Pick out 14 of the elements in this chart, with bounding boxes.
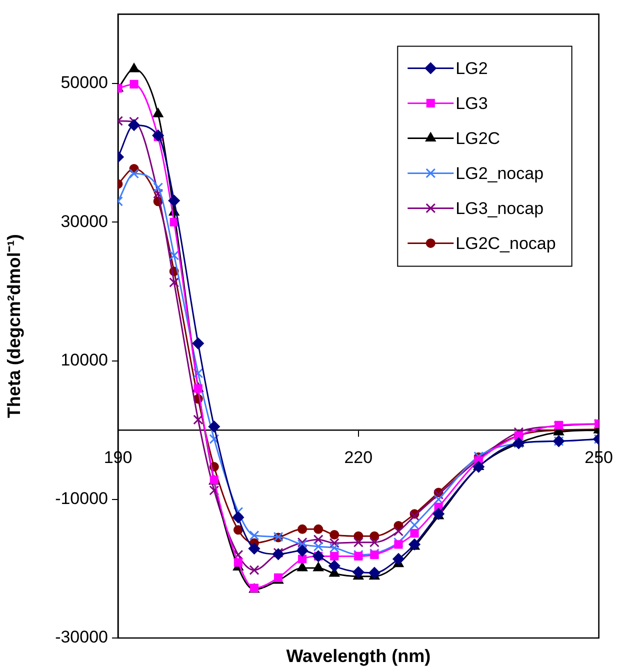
y-tick-label: 10000 — [60, 350, 108, 370]
x-axis-title: Wavelength (nm) — [286, 646, 431, 666]
y-tick-label: 30000 — [60, 212, 108, 231]
y-tick-label: 50000 — [60, 73, 108, 92]
legend-label: LG3 — [456, 94, 488, 113]
legend-label: LG2 — [456, 58, 488, 78]
legend-label: LG2_nocap — [456, 164, 544, 183]
legend-label: LG2C_nocap — [456, 234, 556, 253]
y-axis-title: Theta (degcm²dmol⁻¹) — [4, 234, 24, 418]
legend-label: LG2C — [456, 128, 500, 148]
y-tick-label: -10000 — [55, 489, 108, 508]
y-tick-label: -30000 — [55, 628, 108, 647]
legend-label: LG3_nocap — [456, 198, 544, 218]
x-tick-label: 220 — [344, 448, 373, 467]
